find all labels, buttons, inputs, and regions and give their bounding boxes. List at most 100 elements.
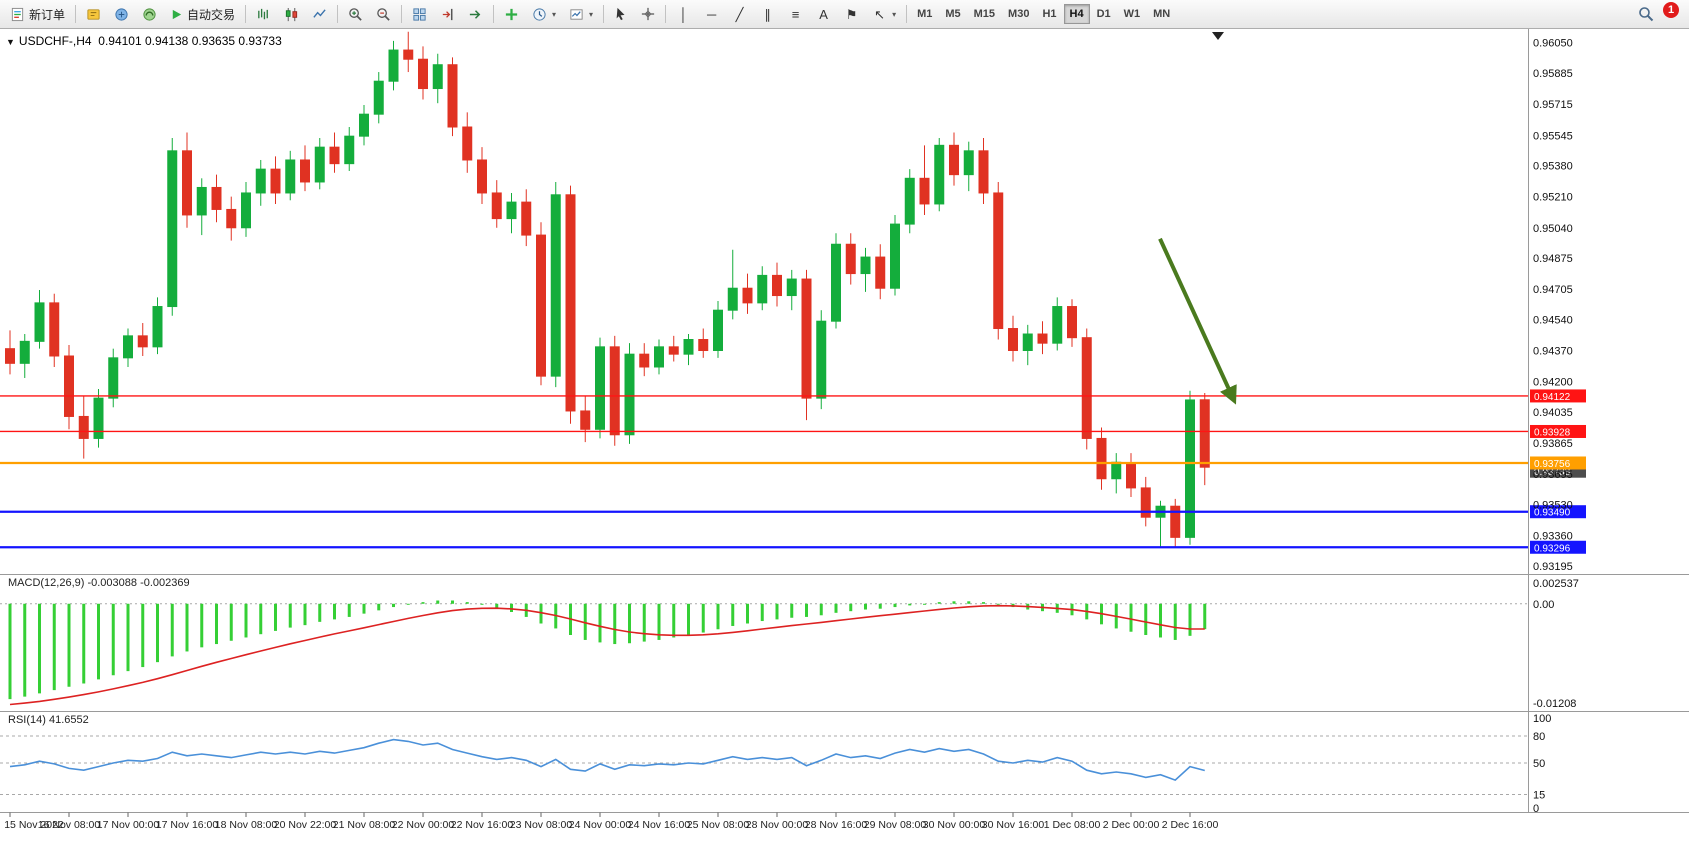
trendline-tool-button[interactable]: ╱	[726, 3, 753, 25]
templates-button[interactable]: ▾	[563, 3, 599, 25]
time-axis-label: 24 Nov 00:00	[569, 819, 632, 831]
rsi-axis-tick: 15	[1533, 790, 1545, 802]
template-icon	[570, 8, 583, 20]
toolbar-separator	[906, 5, 908, 23]
price-axis-tick: 0.94370	[1533, 346, 1573, 358]
cursor-button[interactable]	[608, 3, 634, 25]
candle-body	[329, 146, 340, 165]
candle-body	[757, 274, 768, 304]
price-axis-tick: 0.95885	[1533, 68, 1573, 80]
toolbar-separator	[337, 5, 339, 23]
auto-trading-button[interactable]: 自动交易	[164, 3, 241, 25]
rsi-line	[9, 738, 1205, 782]
indicators-button[interactable]	[498, 3, 525, 25]
profiles-button[interactable]	[80, 3, 107, 25]
timeframe-m5-button[interactable]: M5	[939, 4, 966, 24]
candle-body	[934, 144, 945, 205]
timeframe-mn-button[interactable]: MN	[1147, 4, 1176, 24]
zoom-out-button[interactable]	[370, 3, 397, 25]
toolbar-separator	[245, 5, 247, 23]
text-tool-button[interactable]: A	[810, 3, 837, 25]
trendline-tool-icon: ╱	[735, 6, 744, 22]
candle-body	[1067, 306, 1077, 339]
line-chart-button[interactable]	[306, 3, 333, 25]
zoom-in-icon	[349, 7, 362, 21]
candlestick-chart-button[interactable]	[278, 3, 305, 25]
vertical-line-tool-button[interactable]: │	[670, 3, 697, 25]
line-price-tag-text: 0.93490	[1534, 508, 1571, 519]
candle-body	[1081, 337, 1092, 439]
timeframe-w1-button[interactable]: W1	[1118, 4, 1147, 24]
price-axis-tick: 0.93360	[1533, 531, 1573, 543]
auto-scroll-button[interactable]	[462, 3, 489, 25]
data-window-button[interactable]	[136, 3, 163, 25]
candle-body	[801, 278, 812, 399]
timeframe-m30-button[interactable]: M30	[1002, 4, 1035, 24]
chart-shift-button[interactable]	[434, 3, 461, 25]
search-button[interactable]	[1632, 3, 1660, 25]
timeframe-d1-button[interactable]: D1	[1091, 4, 1117, 24]
candle-body	[550, 194, 561, 377]
zoom-in-button[interactable]	[342, 3, 369, 25]
chevron-down-icon: ▾	[589, 9, 594, 19]
candle-body	[609, 346, 620, 436]
chart-canvas[interactable]: 0.93733 0.94122 0.93928 0.93756 0.93490 0.932…	[0, 29, 1689, 865]
lightning-icon	[87, 8, 100, 20]
bar-chart-icon	[258, 8, 268, 19]
time-axis-label: 17 Nov 16:00	[156, 819, 219, 831]
candle-body	[919, 177, 930, 205]
candle-body	[373, 80, 384, 115]
candle-body	[521, 201, 532, 236]
timeframe-m15-button[interactable]: M15	[968, 4, 1001, 24]
bar-chart-button[interactable]	[250, 3, 277, 25]
candle-body	[477, 159, 487, 194]
new-order-button[interactable]: 新订单	[4, 3, 71, 25]
candle-body	[300, 159, 310, 183]
time-axis-label: 21 Nov 08:00	[333, 819, 396, 831]
candle-body	[860, 256, 871, 275]
tile-windows-button[interactable]	[406, 3, 433, 25]
trend-arrow-annotation[interactable]	[1158, 237, 1237, 405]
horizontal-line-tool-button[interactable]: ─	[698, 3, 725, 25]
chart-shift-marker[interactable]	[1212, 32, 1224, 40]
candle-body	[1185, 399, 1195, 538]
market-watch-button[interactable]	[108, 3, 135, 25]
time-axis-label: 29 Nov 08:00	[864, 819, 927, 831]
candle-body	[78, 415, 89, 439]
candle-body	[196, 186, 207, 216]
candle-body	[152, 306, 163, 348]
candle-body	[536, 234, 546, 377]
headset-icon	[143, 7, 156, 21]
candle-body	[182, 150, 192, 216]
candle-body	[491, 192, 502, 220]
timeframe-h4-button[interactable]: H4	[1063, 4, 1090, 24]
equidistant-channel-tool-button[interactable]: ∥	[754, 3, 781, 25]
vertical-line-tool-icon: │	[679, 6, 688, 22]
time-axis-label: 28 Nov 00:00	[746, 819, 809, 831]
candle-body	[462, 126, 473, 161]
candle-body	[285, 159, 296, 194]
candle-body	[506, 201, 517, 220]
timeframe-m1-button[interactable]: M1	[911, 4, 938, 24]
candle-body	[1140, 487, 1151, 518]
timeframe-h1-button[interactable]: H1	[1036, 4, 1062, 24]
label-tool-button[interactable]: ⚑	[838, 3, 865, 25]
periods-button[interactable]: ▾	[526, 3, 562, 25]
auto-trading-label: 自动交易	[187, 7, 236, 22]
arrows-tool-button[interactable]: ↖ ▾	[866, 3, 902, 25]
line-price-tag-text: 0.93928	[1534, 427, 1571, 438]
price-axis-tick: 0.95545	[1533, 130, 1573, 142]
candle-body	[949, 144, 959, 176]
price-axis-tick: 0.94035	[1533, 407, 1573, 419]
price-axis-tick: 0.96050	[1533, 38, 1573, 50]
toolbar-separator	[603, 5, 605, 23]
rsi-axis-tick: 0	[1533, 803, 1539, 815]
candle-body	[34, 302, 45, 342]
candle-body	[1170, 505, 1181, 538]
fibonacci-tool-button[interactable]: ≡	[782, 3, 809, 25]
candle-body	[388, 49, 399, 82]
price-axis-tick: 0.93695	[1533, 469, 1573, 481]
crosshair-button[interactable]	[635, 3, 661, 25]
notification-badge[interactable]: 1	[1663, 2, 1679, 18]
rsi-axis-tick: 80	[1533, 731, 1545, 743]
